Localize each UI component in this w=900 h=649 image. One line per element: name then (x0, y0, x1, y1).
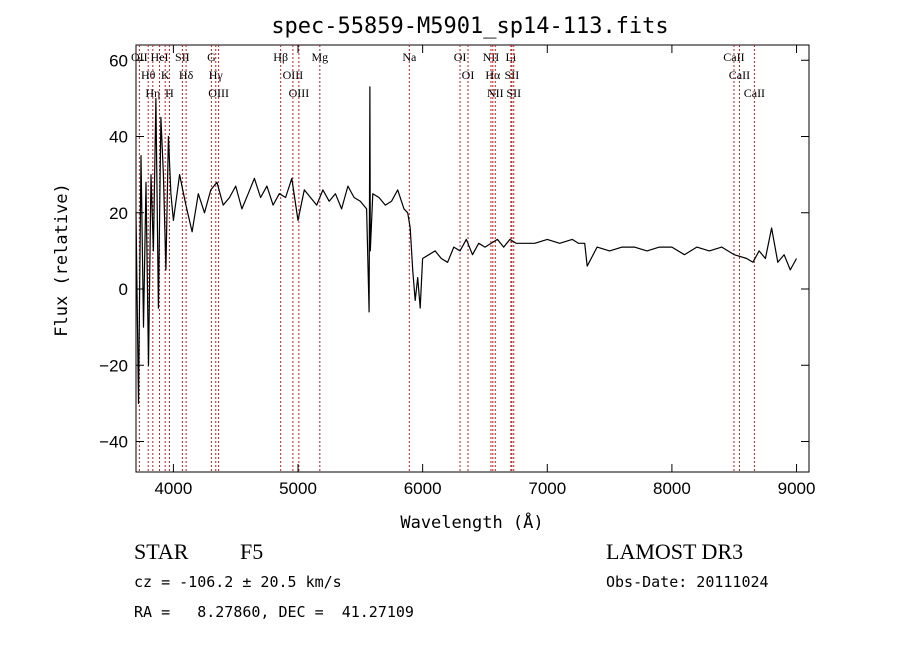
series-layer (135, 86, 798, 404)
reference-line-label: H (165, 86, 174, 100)
x-axis-label: Wavelength (Å) (400, 511, 543, 533)
reference-line-label: OI (454, 50, 467, 64)
x-tick-label: 4000 (154, 479, 192, 498)
reference-line-label: HeI (151, 50, 169, 64)
y-tick-label: −20 (99, 356, 128, 375)
reference-line-label: CaII (729, 68, 750, 82)
y-tick-label: 60 (109, 51, 128, 70)
reference-line-label: Hα (485, 68, 501, 82)
reference-line-label: K (161, 68, 170, 82)
reference-line-label: Na (402, 50, 417, 64)
spectrum-series-line (135, 86, 798, 404)
reference-line-label: OI (462, 68, 475, 82)
obs-date: Obs-Date: 20111024 (606, 573, 769, 591)
reference-line-label: Hγ (209, 68, 224, 82)
redshift-line: cz = -106.2 ± 20.5 km/s (134, 573, 342, 591)
y-axis-label: Flux (relative) (52, 183, 72, 337)
x-tick-label: 7000 (528, 479, 566, 498)
reference-line-label: SII (505, 68, 520, 82)
x-tick-label: 8000 (653, 479, 691, 498)
reference-line-label: Hδ (179, 68, 194, 82)
x-tick-label: 5000 (279, 479, 317, 498)
reference-line-label: CaII (744, 86, 765, 100)
reference-line-label: NII (487, 86, 504, 100)
reference-line-label: OIII (289, 86, 310, 100)
y-tick-label: 40 (109, 128, 128, 147)
reference-line-label: Hβ (273, 50, 288, 64)
subclass: F5 (240, 539, 264, 564)
y-tick-label: 20 (109, 204, 128, 223)
x-tick-label: 9000 (778, 479, 816, 498)
reference-line-label: CaII (723, 50, 744, 64)
reference-line-label: Hθ (141, 68, 156, 82)
reference-line-label: SII (506, 86, 521, 100)
reference-line-label: Hη (145, 86, 160, 100)
reference-line-label: OIII (208, 86, 229, 100)
reference-line-label: SII (175, 50, 190, 64)
reference-line-label: Mg (311, 50, 328, 64)
reference-line-label: G (207, 50, 216, 64)
y-tick-label: 0 (119, 280, 128, 299)
y-tick-label: −40 (99, 433, 128, 452)
reference-line-label: NII (483, 50, 500, 64)
survey-name: LAMOST DR3 (606, 539, 744, 564)
reference-line-label: Li (506, 50, 517, 64)
plot-frame (135, 44, 810, 473)
object-type: STAR (134, 539, 189, 564)
chart-title: spec-55859-M5901_sp14-113.fits (271, 14, 668, 39)
axis-ticks: 4000 5000 6000 7000 8000 9000 −40 −20 0 20 40 60 (99, 45, 815, 498)
x-tick-label: 6000 (404, 479, 442, 498)
reference-line-label: OII (131, 50, 148, 64)
reference-line-label: OIII (283, 68, 304, 82)
coordinates: RA = 8.27860, DEC = 41.27109 (134, 603, 414, 621)
reference-lines: OII Hθ Hη HeI KH SII Hδ G Hγ OIII Hβ OIII OIII Mg Na OI… (131, 45, 765, 472)
